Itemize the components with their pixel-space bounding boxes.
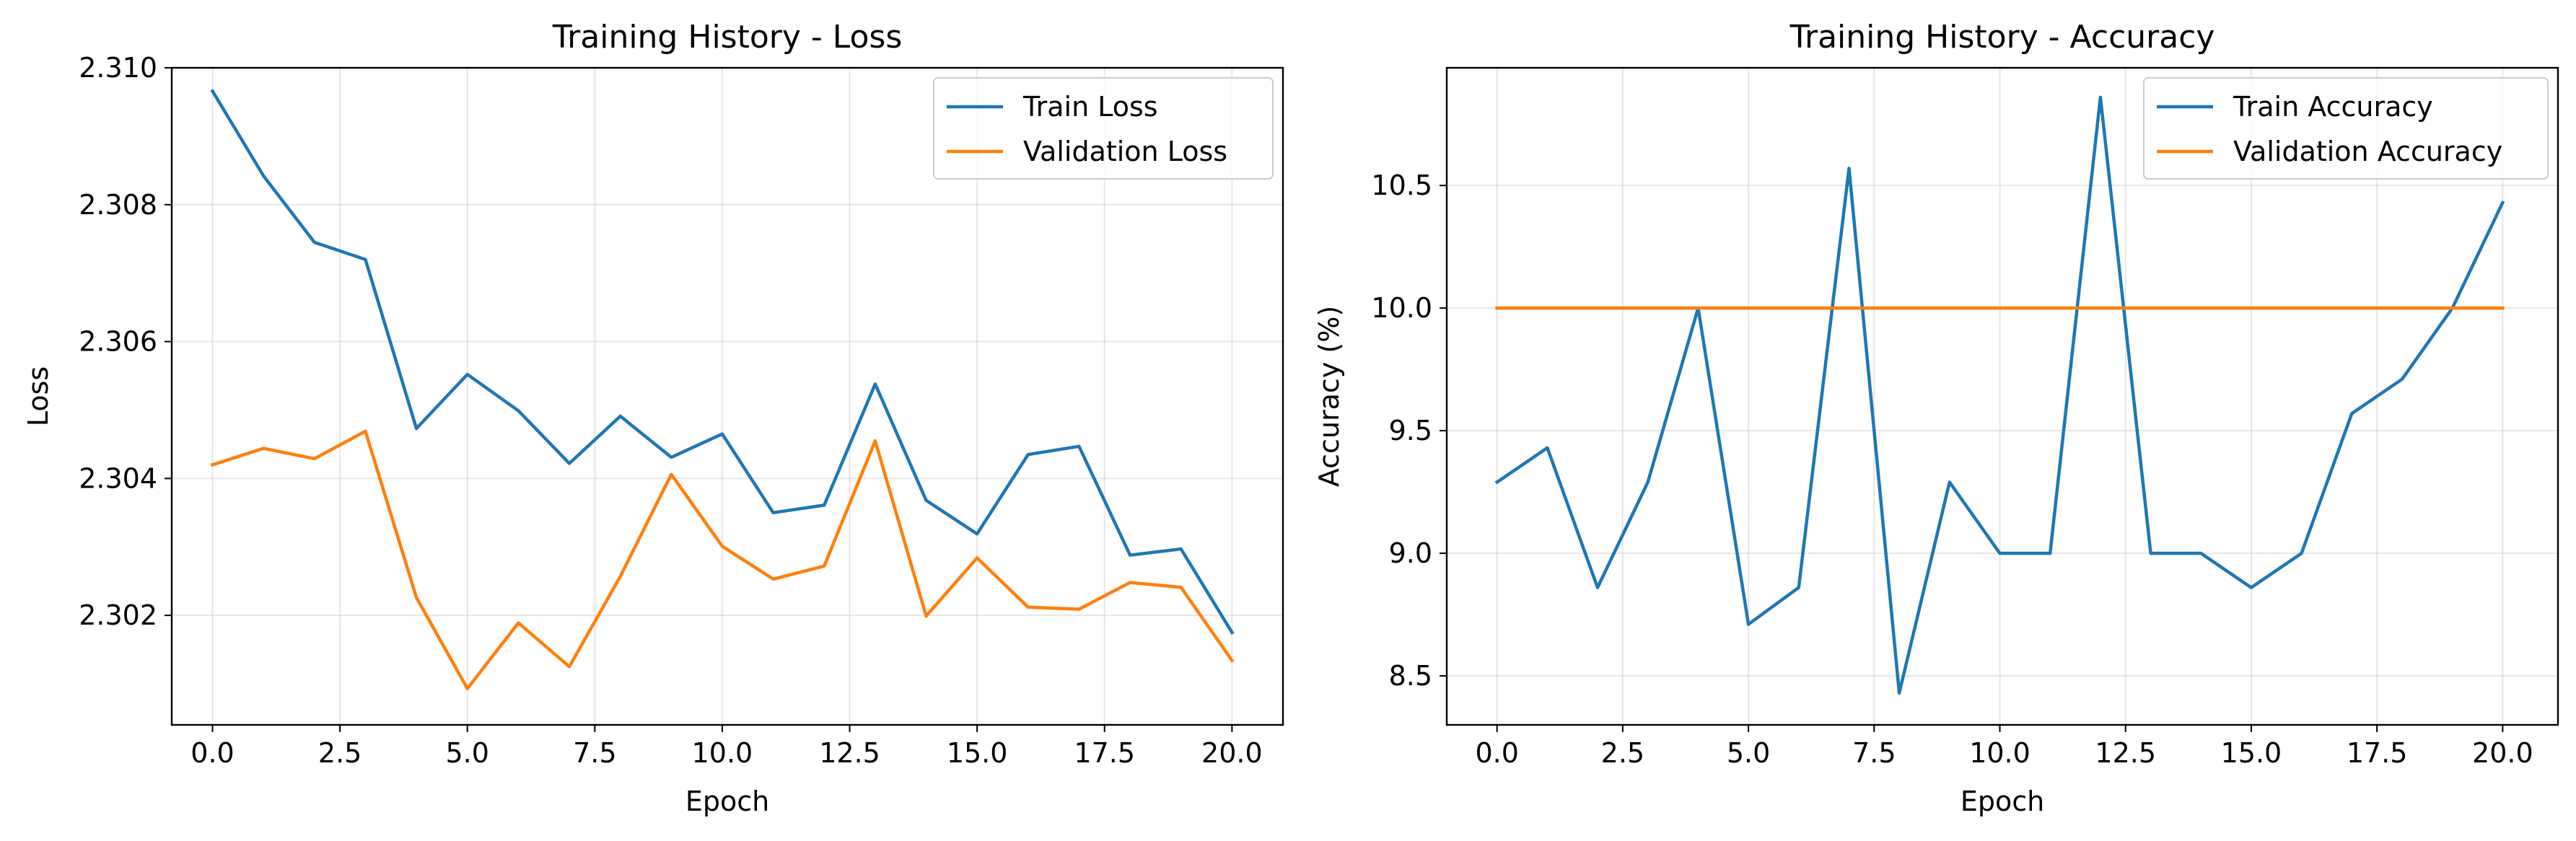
- loss-x-tick-label-7: 17.5: [1074, 737, 1135, 769]
- accuracy-y-axis-label: Accuracy (%): [1313, 306, 1345, 487]
- loss-series-lines: [210, 89, 1235, 690]
- loss-legend: Train Loss Validation Loss: [933, 77, 1274, 180]
- loss-plot-frame: [170, 66, 1284, 726]
- accuracy-x-tick-label-3: 7.5: [1852, 737, 1896, 769]
- accuracy-x-tick-label-5: 12.5: [2095, 737, 2156, 769]
- loss-x-tick-label-3: 7.5: [573, 737, 616, 769]
- accuracy-x-axis-label: Epoch: [1961, 785, 2044, 817]
- legend-label-validation-loss: Validation Loss: [1023, 136, 1227, 167]
- loss-chart-title: Training History - Loss: [552, 19, 903, 56]
- accuracy-y-tick-label-1: 9.0: [1389, 537, 1432, 569]
- accuracy-x-tick-label-8: 20.0: [2472, 737, 2533, 769]
- legend-label-train-loss: Train Loss: [1022, 91, 1158, 123]
- loss-x-axis-label: Epoch: [685, 785, 769, 817]
- accuracy-legend: Train Accuracy Validation Accuracy: [2143, 77, 2549, 180]
- accuracy-chart-title: Training History - Accuracy: [1789, 19, 2215, 56]
- loss-x-tick-label-5: 12.5: [819, 737, 880, 769]
- accuracy-y-tick-label-2: 9.5: [1389, 415, 1432, 446]
- loss-y-tick-label-0: 2.302: [79, 599, 157, 631]
- accuracy-x-tick-label-4: 10.0: [1969, 737, 2030, 769]
- accuracy-x-ticks: 0.0 2.5 5.0 7.5 10.0 12.5 15.0 17.5 20.0: [1475, 725, 2533, 769]
- accuracy-x-tick-label-6: 15.0: [2221, 737, 2282, 769]
- loss-x-tick-label-4: 10.0: [692, 737, 753, 769]
- loss-x-tick-label-2: 5.0: [446, 737, 489, 769]
- loss-x-tick-label-8: 20.0: [1201, 737, 1263, 769]
- accuracy-series-line-0: [1494, 95, 2505, 695]
- accuracy-x-tick-label-0: 0.0: [1475, 737, 1518, 769]
- loss-y-tick-label-3: 2.308: [79, 189, 157, 221]
- loss-y-tick-label-1: 2.304: [79, 462, 157, 494]
- loss-x-tick-label-1: 2.5: [318, 737, 362, 769]
- accuracy-y-tick-label-4: 10.5: [1371, 169, 1432, 201]
- loss-series-line-0: [210, 89, 1235, 635]
- loss-y-tick-label-4: 2.310: [79, 52, 157, 84]
- loss-x-tick-label-6: 15.0: [947, 737, 1008, 769]
- loss-y-tick-label-2: 2.306: [79, 326, 157, 358]
- loss-series-line-1: [210, 429, 1235, 690]
- loss-x-ticks: 0.0 2.5 5.0 7.5 10.0 12.5 15.0 17.5 20.0: [190, 725, 1263, 769]
- accuracy-legend-box: [2143, 77, 2549, 180]
- accuracy-x-tick-label-1: 2.5: [1601, 737, 1644, 769]
- accuracy-y-ticks: 8.5 9.0 9.5 10.0 10.5: [1371, 169, 1447, 692]
- accuracy-plot-frame: [1445, 66, 2559, 726]
- legend-label-train-accuracy: Train Accuracy: [2233, 91, 2433, 123]
- accuracy-x-tick-label-7: 17.5: [2347, 737, 2408, 769]
- accuracy-x-tick-label-2: 5.0: [1727, 737, 1770, 769]
- loss-legend-box: [933, 77, 1274, 180]
- loss-y-ticks: 2.302 2.304 2.306 2.308 2.310: [79, 52, 172, 631]
- accuracy-series-lines: [1494, 95, 2505, 695]
- accuracy-y-tick-label-0: 8.5: [1389, 660, 1432, 692]
- accuracy-chart: 0.0 2.5 5.0 7.5 10.0 12.5 15.0 17.5 20.0 8.5 9.0 9…: [1313, 19, 2559, 817]
- accuracy-y-tick-label-3: 10.0: [1371, 292, 1432, 324]
- loss-x-tick-label-0: 0.0: [190, 737, 234, 769]
- loss-y-axis-label: Loss: [22, 366, 54, 426]
- loss-chart: 0.0 2.5 5.0 7.5 10.0 12.5 15.0 17.5 20.0 2.3022.…: [22, 19, 1284, 817]
- legend-label-validation-accuracy: Validation Accuracy: [2233, 136, 2502, 167]
